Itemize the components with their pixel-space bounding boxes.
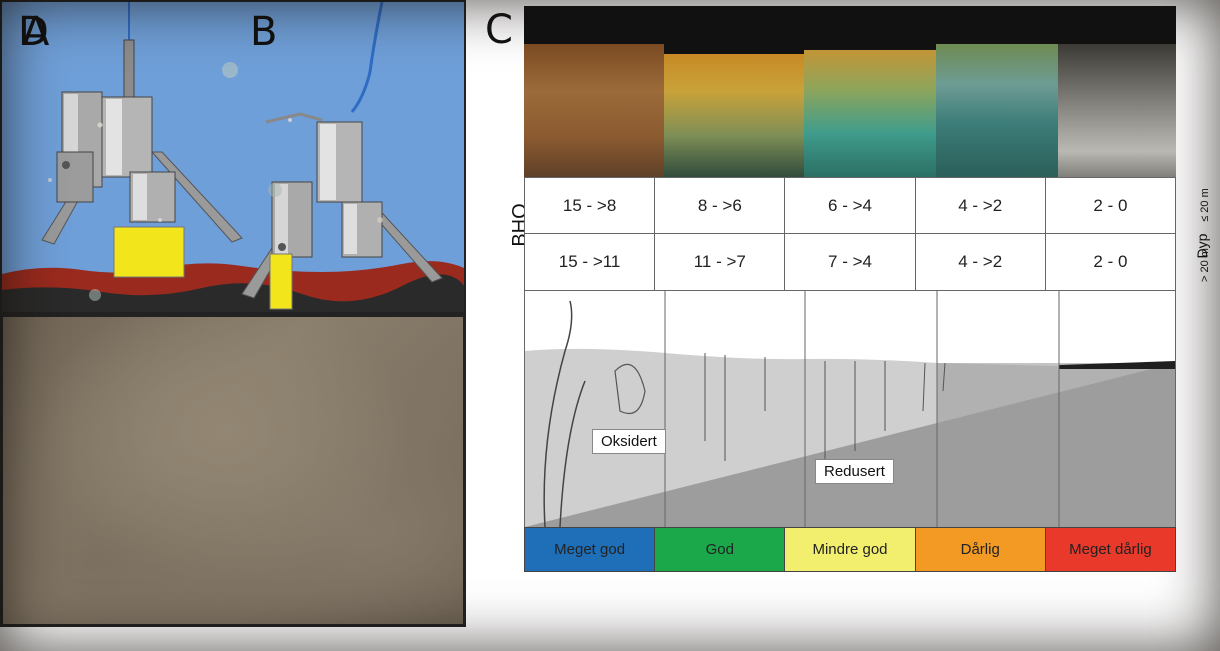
profile-image-5 [1058,44,1176,178]
bhq-shallow-cell: 4 - >2 [916,234,1046,290]
seabed-photo: D [0,12,466,627]
profile-image-4 [936,44,1058,178]
oxidized-label: Oksidert [592,429,666,454]
profile-image-1 [524,44,664,178]
bhq-deep-cell: 2 - 0 [1093,195,1128,215]
bhq-row-deep: 15 - >8 8 - >6 6 - >4 4 - >2 2 - 0 [524,177,1176,234]
bhq-deep-cell: 6 - >4 [785,178,916,233]
depth-deep-label: > 20 m [1199,248,1211,282]
bhq-shallow-cell: 2 - 0 [1093,252,1128,271]
class-very-poor: Meget dårlig [1045,528,1176,571]
reduced-label: Redusert [815,459,894,484]
class-very-good: Meget god [525,528,656,571]
polychaete-tubes [704,353,886,481]
bhq-table: 15 - >8 8 - >6 6 - >4 4 - >2 2 - 0 15 - … [524,177,1176,572]
class-good: God [655,528,786,571]
condition-class-legend: Meget god God Mindre god Dårlig Meget då… [524,527,1176,572]
bhq-deep-cell: 8 - >6 [655,178,786,233]
sediment-profile-images [524,6,1176,178]
class-poor: Dårlig [915,528,1046,571]
bhq-row-shallow: 15 - >11 11 - >7 7 - >4 4 - >2 2 - 0 [524,233,1176,291]
panel-label-c: C [485,7,513,53]
sulfide-surface-layer [1059,361,1175,369]
class-less-good: Mindre god [785,528,916,571]
bhq-shallow-cell: 15 - >11 [525,234,656,290]
bhq-deep-cell: 15 - >8 [525,178,656,233]
bhq-shallow-cell: 7 - >4 [785,234,916,290]
depth-shallow-label: ≤ 20 m [1199,188,1211,222]
sediment-profile-drawing: Oksidert Redusert [524,290,1176,528]
profile-image-3 [804,50,936,178]
profile-image-2 [664,54,804,178]
bhq-deep-cell: 4 - >2 [916,178,1046,233]
oxidized-reduced-schematic [525,291,1175,527]
burrow-tube [543,300,573,527]
bhq-shallow-cell: 11 - >7 [655,234,786,290]
